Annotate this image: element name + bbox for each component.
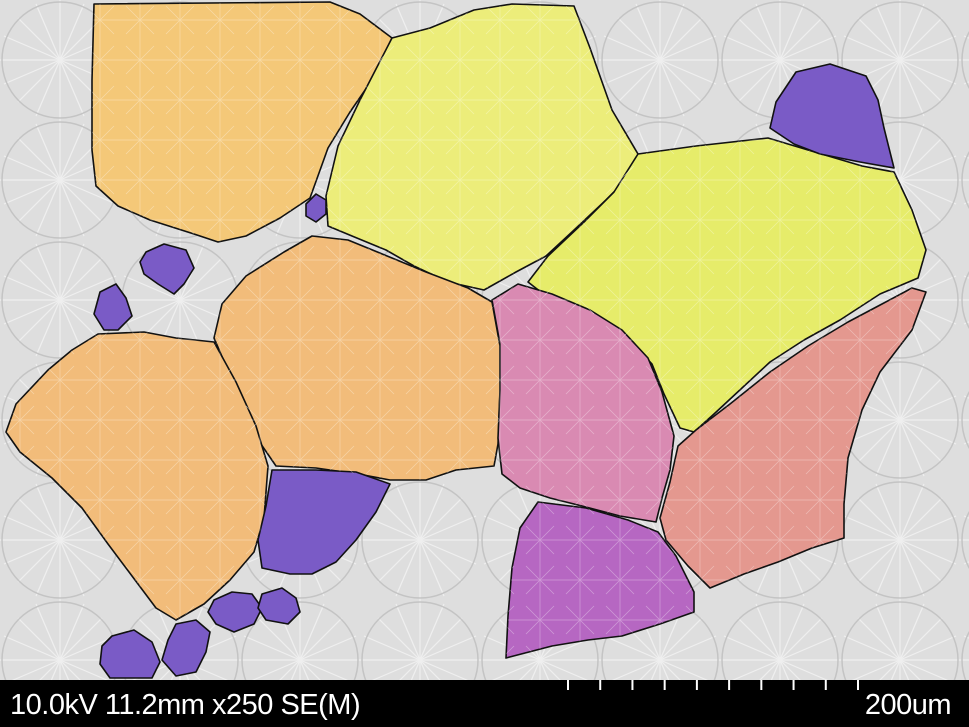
scale-bar (567, 680, 859, 690)
particle-purple-5 (257, 587, 301, 625)
particle-purple-7 (99, 629, 161, 679)
spherulite-texture-overlay (6, 2, 926, 658)
region-purple-top-right (769, 63, 895, 169)
particle-purple-2 (139, 243, 195, 295)
particle-purple-4 (207, 591, 263, 633)
sem-micrograph (0, 0, 969, 680)
particle-purple-3 (93, 283, 133, 331)
particle-purple-6 (161, 619, 211, 677)
sem-data-bar: 10.0kV 11.2mm x250 SE(M) 200um (0, 680, 969, 727)
scale-bar-label: 200um (864, 689, 952, 721)
acquisition-parameters: 10.0kV 11.2mm x250 SE(M) (10, 689, 361, 721)
particle-purple-1 (305, 193, 327, 223)
